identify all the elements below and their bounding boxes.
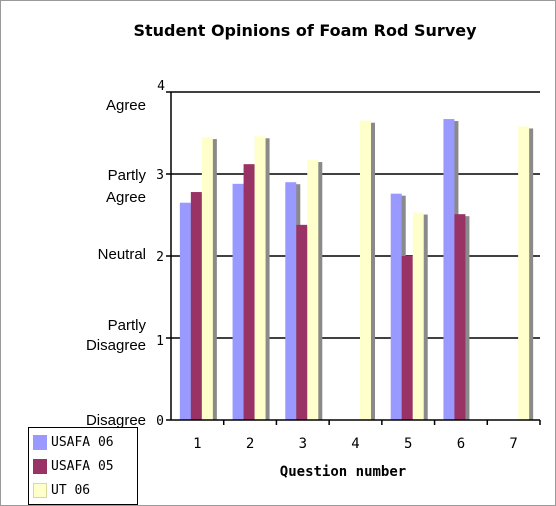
axis-labels: 0 1 2 3 4 1 2 3 4 5 6 7 Disagree Partly Disagree Neutra… xyxy=(86,79,518,452)
bar-q6-usafa-05 xyxy=(454,214,466,420)
chart-title: Student Opinions of Foam Rod Survey xyxy=(133,21,477,40)
legend-item-usafa-06: USAFA 06 xyxy=(33,432,114,452)
legend-label: USAFA 05 xyxy=(51,458,114,474)
legend: USAFA 06 USAFA 05 UT 06 xyxy=(28,427,138,505)
opinion-label-2-0: Neutral xyxy=(98,246,146,263)
opinion-label-3-1: Agree xyxy=(106,189,146,206)
legend-item-ut-06: UT 06 xyxy=(33,480,90,500)
y-tick-label-0: 0 xyxy=(156,414,164,429)
bar-q5-usafa-06 xyxy=(390,193,402,420)
bar-q5-usafa-05 xyxy=(401,256,413,420)
legend-swatch xyxy=(33,458,47,474)
legend-swatch xyxy=(33,482,47,498)
legend-label: UT 06 xyxy=(51,482,91,498)
x-tick-label-1: 1 xyxy=(193,436,201,452)
bar-q1-usafa-06 xyxy=(179,202,191,420)
x-tick-label-4: 4 xyxy=(351,436,359,452)
opinion-label-1-0: Partly xyxy=(108,317,147,334)
x-tick-label-3: 3 xyxy=(299,436,307,452)
bar-q2-usafa-05 xyxy=(243,164,255,420)
legend-label: USAFA 06 xyxy=(51,434,114,450)
y-tick-label-1: 1 xyxy=(156,334,164,349)
x-tick-label-6: 6 xyxy=(457,436,465,452)
bar-q3-usafa-05 xyxy=(296,224,308,420)
gridlines xyxy=(171,91,540,339)
opinion-label-4-0: Agree xyxy=(106,97,146,114)
legend-item-usafa-05: USAFA 05 xyxy=(33,456,114,476)
bars xyxy=(179,119,534,420)
bar-q5-ut-06 xyxy=(412,212,424,420)
bar-q4-ut-06 xyxy=(360,120,371,420)
x-tick-label-5: 5 xyxy=(404,436,412,452)
opinion-label-3-0: Partly xyxy=(108,167,147,184)
y-tick-label-3: 3 xyxy=(156,168,164,183)
axes xyxy=(166,91,541,425)
bar-q1-usafa-05 xyxy=(190,192,202,420)
bar-q3-ut-06 xyxy=(307,160,319,420)
x-tick-label-2: 2 xyxy=(246,436,254,452)
bar-q7-ut-06 xyxy=(518,126,530,420)
x-tick-label-7: 7 xyxy=(509,436,517,452)
legend-swatch xyxy=(33,434,47,450)
bar-q2-ut-06 xyxy=(254,136,266,420)
bar-q2-usafa-06 xyxy=(232,183,244,420)
opinion-label-1-1: Disagree xyxy=(86,337,146,354)
bar-q1-ut-06 xyxy=(201,137,213,420)
y-tick-label-2: 2 xyxy=(156,250,164,265)
bar-q6-usafa-06 xyxy=(443,119,455,420)
y-tick-label-4: 4 xyxy=(157,79,165,94)
bar-q3-usafa-06 xyxy=(285,182,297,420)
opinion-label-0-0: Disagree xyxy=(86,412,146,429)
x-axis-label: Question number xyxy=(280,464,406,480)
